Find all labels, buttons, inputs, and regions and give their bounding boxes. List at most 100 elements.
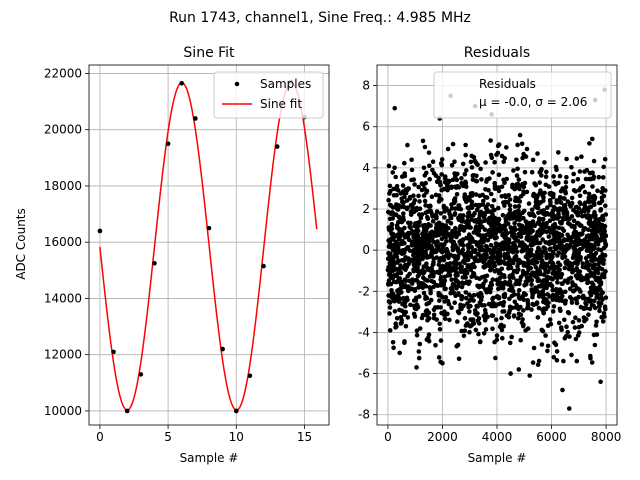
residual-point bbox=[405, 315, 411, 320]
residual-point bbox=[549, 211, 555, 216]
residual-point bbox=[564, 174, 569, 180]
residual-point bbox=[586, 279, 591, 285]
residual-point bbox=[541, 292, 547, 298]
residual-point bbox=[387, 311, 392, 316]
residual-point bbox=[530, 360, 536, 365]
residual-point bbox=[442, 286, 448, 292]
residual-point bbox=[471, 298, 476, 303]
residual-point bbox=[595, 292, 600, 298]
residual-point bbox=[444, 206, 449, 211]
residual-point bbox=[589, 232, 594, 238]
residual-point bbox=[556, 250, 561, 255]
residual-point bbox=[438, 338, 444, 343]
y-tick-label: -8 bbox=[358, 408, 370, 422]
residual-point bbox=[427, 176, 433, 182]
residual-point bbox=[469, 274, 474, 280]
residual-point bbox=[556, 180, 561, 186]
legend-box bbox=[433, 71, 612, 119]
residual-point bbox=[576, 318, 582, 323]
residual-point bbox=[490, 326, 495, 332]
residual-point bbox=[528, 225, 534, 231]
residual-point bbox=[395, 220, 401, 225]
residual-point bbox=[529, 307, 534, 312]
residual-point bbox=[519, 320, 525, 325]
x-tick-label: 8000 bbox=[591, 430, 622, 444]
residual-point bbox=[511, 260, 516, 266]
residual-point bbox=[445, 218, 451, 224]
y-tick-label: 2 bbox=[362, 202, 370, 216]
residual-point bbox=[430, 214, 435, 219]
residual-point bbox=[509, 245, 514, 250]
residual-point bbox=[425, 278, 430, 283]
residual-point bbox=[489, 258, 495, 263]
residual-point bbox=[557, 195, 563, 200]
residual-point bbox=[417, 240, 422, 245]
residual-point bbox=[560, 208, 566, 213]
residual-point bbox=[402, 300, 408, 305]
residual-point bbox=[589, 286, 594, 292]
residual-point bbox=[395, 226, 401, 231]
residual-point bbox=[554, 200, 559, 205]
residual-point bbox=[540, 237, 545, 242]
residual-point bbox=[394, 232, 400, 238]
residual-point bbox=[483, 243, 489, 249]
residual-point bbox=[590, 136, 595, 142]
residual-point bbox=[471, 270, 476, 276]
residual-point bbox=[578, 239, 584, 245]
residual-point bbox=[424, 170, 429, 176]
residual-point bbox=[586, 227, 591, 232]
residual-point bbox=[386, 163, 392, 169]
residual-point bbox=[586, 191, 592, 197]
residual-point bbox=[569, 214, 575, 219]
residual-point bbox=[534, 198, 540, 204]
residual-point bbox=[521, 215, 526, 221]
residual-point bbox=[466, 304, 471, 310]
residual-point bbox=[414, 333, 420, 338]
residual-point bbox=[430, 239, 436, 244]
residual-point bbox=[440, 295, 446, 300]
residual-point bbox=[570, 234, 576, 240]
residual-point bbox=[417, 341, 423, 347]
residual-point bbox=[403, 309, 409, 315]
residual-point bbox=[493, 221, 499, 226]
residual-point bbox=[521, 308, 526, 313]
residual-point bbox=[417, 326, 423, 331]
residual-point bbox=[450, 233, 455, 239]
residual-point bbox=[402, 225, 407, 231]
residual-point bbox=[394, 260, 400, 265]
residual-point bbox=[592, 214, 598, 220]
residual-point bbox=[568, 275, 574, 281]
residual-point bbox=[463, 181, 469, 186]
residual-point bbox=[489, 155, 495, 160]
residual-point bbox=[439, 157, 445, 162]
residual-point bbox=[412, 198, 418, 203]
residual-point bbox=[454, 177, 460, 183]
residual-point bbox=[424, 337, 430, 342]
residual-point bbox=[578, 231, 583, 237]
residual-point bbox=[574, 204, 579, 210]
residual-point bbox=[514, 278, 519, 284]
residual-point bbox=[516, 231, 522, 237]
residual-point bbox=[514, 217, 519, 222]
residual-point bbox=[529, 207, 535, 212]
residual-point bbox=[442, 215, 447, 220]
residual-point bbox=[547, 259, 553, 265]
residual-point bbox=[541, 284, 547, 290]
residual-point bbox=[473, 311, 478, 316]
residual-point bbox=[477, 218, 482, 223]
residual-point bbox=[417, 199, 422, 204]
residual-point bbox=[592, 243, 597, 248]
residual-point bbox=[467, 279, 472, 285]
residual-point bbox=[498, 322, 504, 328]
residual-point bbox=[529, 282, 534, 287]
residual-point bbox=[409, 229, 415, 234]
residual-point bbox=[483, 253, 489, 259]
x-tick-label: 10 bbox=[229, 430, 244, 444]
residual-point bbox=[488, 191, 494, 197]
residual-point bbox=[486, 188, 491, 193]
residual-point bbox=[498, 258, 503, 263]
residual-point bbox=[469, 193, 475, 198]
residual-point bbox=[401, 283, 407, 289]
y-tick-label: 20000 bbox=[44, 123, 82, 137]
residual-point bbox=[433, 173, 439, 178]
